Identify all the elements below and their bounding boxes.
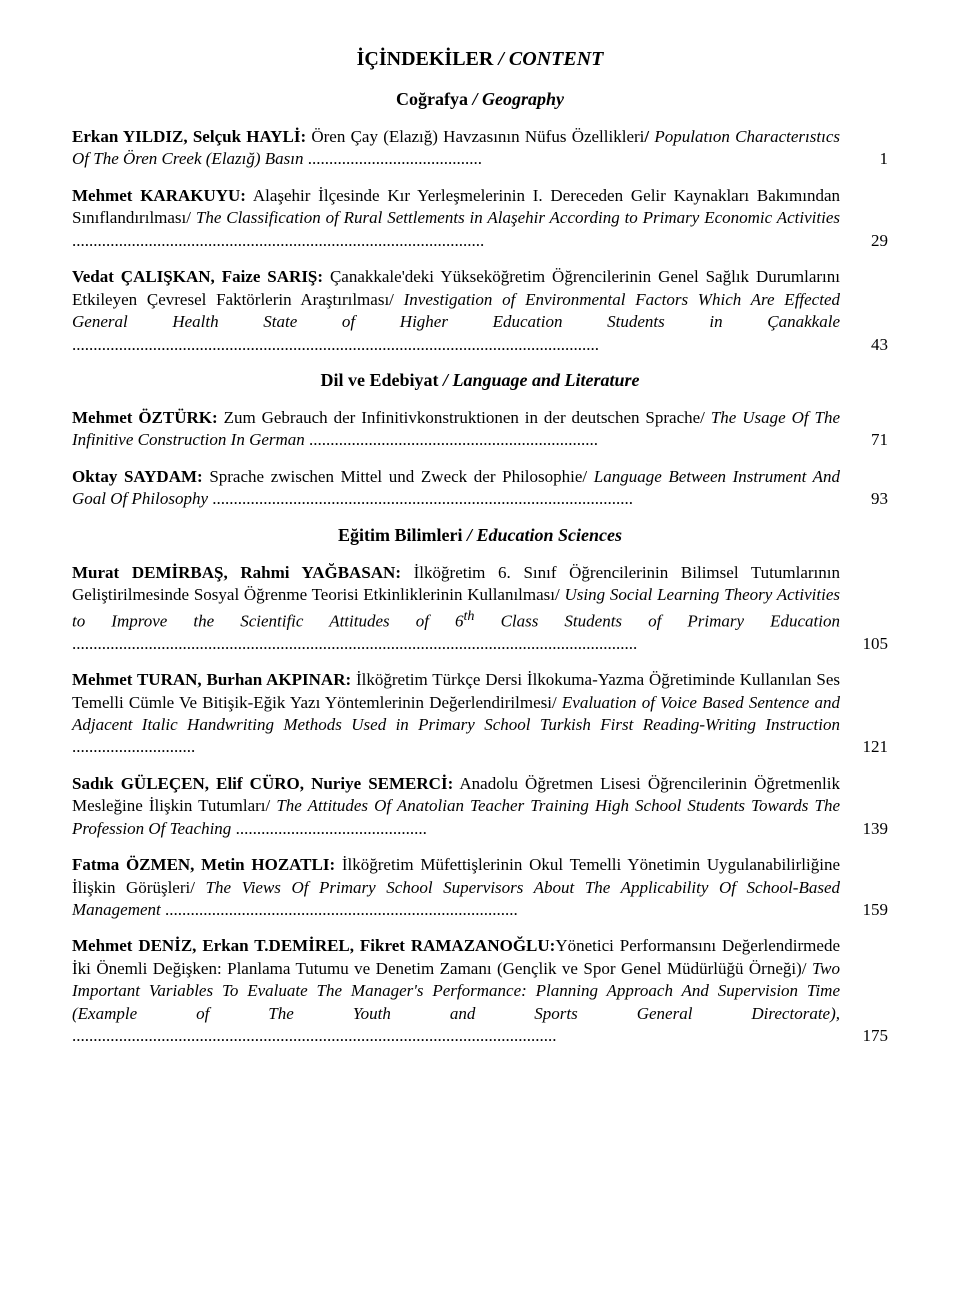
- toc-entry: Erkan YILDIZ, Selçuk HAYLİ: Ören Çay (El…: [72, 126, 888, 171]
- entry-author: Mehmet DENİZ, Erkan T.DEMİREL, Fikret RA…: [72, 936, 555, 955]
- section-sub: Language and Literature: [453, 370, 640, 390]
- entry-text: Murat DEMİRBAŞ, Rahmi YAĞBASAN: İlköğret…: [72, 562, 848, 655]
- entry-page: 121: [848, 736, 888, 758]
- toc-entry: Mehmet KARAKUYU: Alaşehir İlçesinde Kır …: [72, 185, 888, 252]
- entry-dots: ........................................…: [72, 335, 599, 354]
- entry-page: 1: [848, 148, 888, 170]
- entry-english-p2: Class Students of Primary Education: [475, 611, 840, 630]
- entry-dots: ........................................…: [236, 819, 427, 838]
- section-geography: Coğrafya / Geography: [72, 89, 888, 110]
- entry-title: Ören Çay (Elazığ) Havzasının Nüfus Özell…: [306, 127, 644, 146]
- toc-entry: Mehmet TURAN, Burhan AKPINAR: İlköğretim…: [72, 669, 888, 759]
- toc-entry: Murat DEMİRBAŞ, Rahmi YAĞBASAN: İlköğret…: [72, 562, 888, 655]
- entry-text: Mehmet ÖZTÜRK: Zum Gebrauch der Infiniti…: [72, 407, 848, 452]
- title-main: İÇİNDEKİLER: [357, 48, 494, 70]
- section-sub: Education Sciences: [476, 525, 622, 545]
- entry-title: Sprache zwischen Mittel und Zweck der Ph…: [203, 467, 594, 486]
- entry-text: Sadık GÜLEÇEN, Elif CÜRO, Nuriye SEMERCİ…: [72, 773, 848, 840]
- entry-author: Murat DEMİRBAŞ, Rahmi YAĞBASAN:: [72, 563, 401, 582]
- entry-dots: ........................................…: [165, 900, 518, 919]
- entry-text: Mehmet DENİZ, Erkan T.DEMİREL, Fikret RA…: [72, 935, 848, 1047]
- section-label: Coğrafya: [396, 89, 468, 109]
- section-literature: Dil ve Edebiyat / Language and Literatur…: [72, 370, 888, 391]
- entry-author: Mehmet TURAN, Burhan AKPINAR:: [72, 670, 351, 689]
- entry-dots: ........................................…: [72, 231, 484, 250]
- section-sub: Geography: [482, 89, 564, 109]
- title-sub: CONTENT: [509, 48, 603, 70]
- entry-page: 159: [848, 899, 888, 921]
- entry-text: Vedat ÇALIŞKAN, Faize SARIŞ: Çanakkale'd…: [72, 266, 848, 356]
- title-sep: /: [493, 48, 509, 70]
- toc-entry: Sadık GÜLEÇEN, Elif CÜRO, Nuriye SEMERCİ…: [72, 773, 888, 840]
- toc-entry: Vedat ÇALIŞKAN, Faize SARIŞ: Çanakkale'd…: [72, 266, 888, 356]
- entry-author: Mehmet KARAKUYU:: [72, 186, 246, 205]
- page-title: İÇİNDEKİLER / CONTENT: [72, 48, 888, 71]
- section-education: Eğitim Bilimleri / Education Sciences: [72, 525, 888, 546]
- entry-page: 105: [848, 633, 888, 655]
- entry-page: 175: [848, 1025, 888, 1047]
- section-label: Eğitim Bilimleri: [338, 525, 462, 545]
- section-sep: /: [462, 525, 476, 545]
- entry-dots: ........................................…: [72, 634, 637, 653]
- entry-text: Mehmet KARAKUYU: Alaşehir İlçesinde Kır …: [72, 185, 848, 252]
- entry-author: Sadık GÜLEÇEN, Elif CÜRO, Nuriye SEMERCİ…: [72, 774, 453, 793]
- toc-entry: Mehmet ÖZTÜRK: Zum Gebrauch der Infiniti…: [72, 407, 888, 452]
- entry-page: 93: [848, 488, 888, 510]
- section-sep: /: [468, 89, 482, 109]
- entry-slash: /: [644, 127, 654, 146]
- entry-dots: .............................: [72, 737, 195, 756]
- section-sep: /: [438, 370, 452, 390]
- toc-entry: Mehmet DENİZ, Erkan T.DEMİREL, Fikret RA…: [72, 935, 888, 1047]
- entry-text: Mehmet TURAN, Burhan AKPINAR: İlköğretim…: [72, 669, 848, 759]
- entry-title: Zum Gebrauch der Infinitivkonstruktionen…: [218, 408, 711, 427]
- entry-english: The Classification of Rural Settlements …: [196, 208, 840, 227]
- section-label: Dil ve Edebiyat: [320, 370, 438, 390]
- entry-page: 43: [848, 334, 888, 356]
- entry-author: Erkan YILDIZ, Selçuk HAYLİ:: [72, 127, 306, 146]
- entry-text: Fatma ÖZMEN, Metin HOZATLI: İlköğretim M…: [72, 854, 848, 921]
- entry-dots: ........................................…: [309, 430, 598, 449]
- entry-author: Oktay SAYDAM:: [72, 467, 203, 486]
- toc-entry: Oktay SAYDAM: Sprache zwischen Mittel un…: [72, 466, 888, 511]
- entry-page: 29: [848, 230, 888, 252]
- entry-dots: ........................................…: [72, 1026, 557, 1045]
- entry-author: Fatma ÖZMEN, Metin HOZATLI:: [72, 855, 335, 874]
- entry-page: 71: [848, 429, 888, 451]
- entry-dots: ........................................…: [212, 489, 633, 508]
- entry-page: 139: [848, 818, 888, 840]
- entry-dots: ........................................…: [308, 149, 482, 168]
- entry-text: Oktay SAYDAM: Sprache zwischen Mittel un…: [72, 466, 848, 511]
- entry-sup: th: [464, 608, 475, 624]
- entry-text: Erkan YILDIZ, Selçuk HAYLİ: Ören Çay (El…: [72, 126, 848, 171]
- entry-author: Mehmet ÖZTÜRK:: [72, 408, 218, 427]
- entry-author: Vedat ÇALIŞKAN, Faize SARIŞ:: [72, 267, 323, 286]
- toc-entry: Fatma ÖZMEN, Metin HOZATLI: İlköğretim M…: [72, 854, 888, 921]
